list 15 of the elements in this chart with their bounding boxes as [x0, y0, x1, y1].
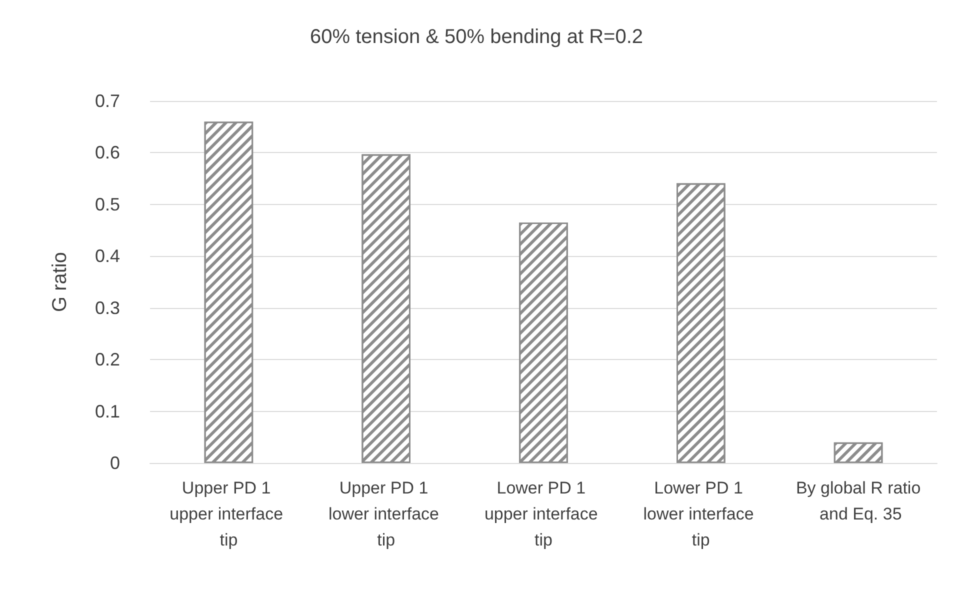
- y-tick-label: 0: [110, 453, 120, 473]
- y-tick-label: 0.6: [94, 142, 120, 163]
- y-tick-label: 0.7: [94, 91, 120, 111]
- x-tick-label: Upper PD 1 lower interface tip: [328, 478, 444, 550]
- x-tick-label: Upper PD 1 upper interface tip: [170, 478, 288, 550]
- y-axis-title: G ratio: [49, 252, 71, 312]
- chart-title: 60% tension & 50% bending at R=0.2: [310, 26, 644, 48]
- x-tick-label: By global R ratio and Eq. 35: [796, 478, 921, 524]
- x-tick-label: Lower PD 1 upper interface tip: [484, 478, 603, 550]
- y-tick-label: 0.2: [94, 350, 120, 370]
- y-tick-label: 0.5: [94, 194, 120, 214]
- y-tick-label: 0.4: [94, 246, 120, 266]
- x-tick-label: Lower PD 1 lower interface tip: [643, 478, 759, 550]
- y-tick-label: 0.1: [94, 401, 120, 422]
- y-tick-label: 0.3: [94, 298, 120, 318]
